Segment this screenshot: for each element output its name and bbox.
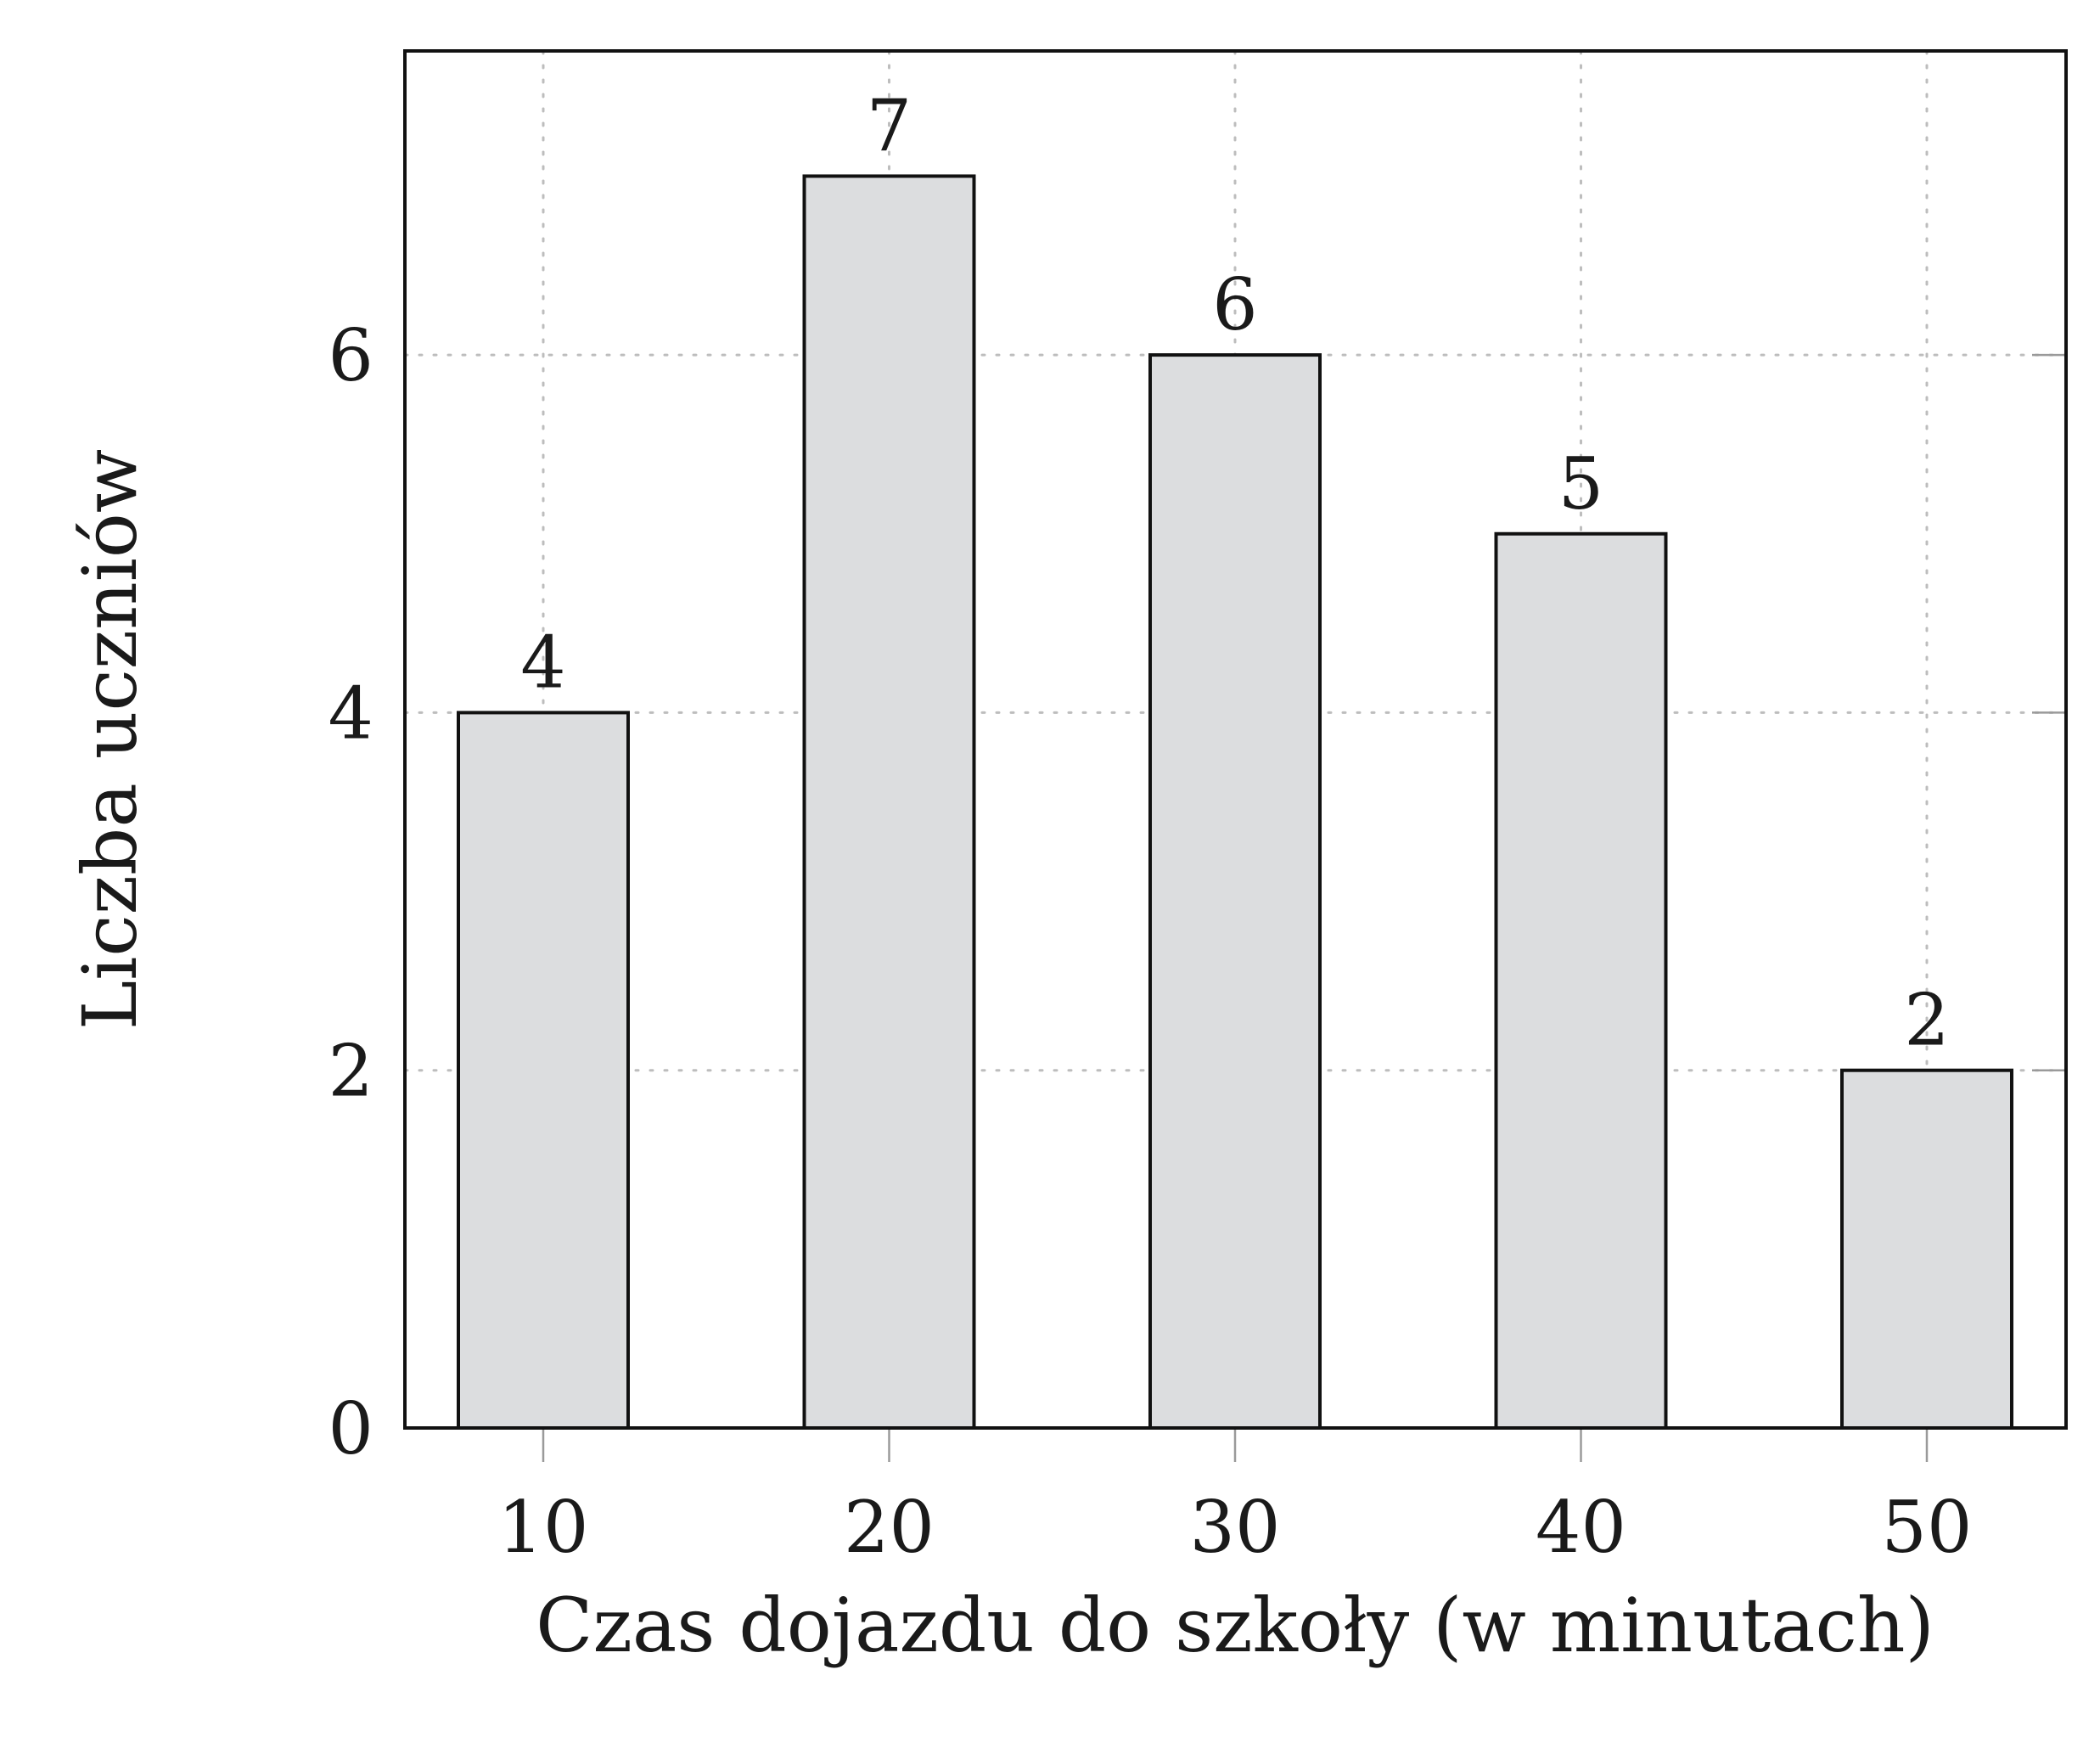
x-tick-label: 50	[1882, 1486, 1973, 1569]
grid-layer	[403, 49, 2068, 1430]
plot-frame	[403, 49, 2068, 1430]
y-tick-label: 4	[328, 672, 373, 755]
bar	[457, 711, 630, 1430]
bar	[1494, 531, 1668, 1430]
bar-value-label: 7	[867, 84, 912, 167]
bar-value-label: 5	[1558, 442, 1603, 526]
y-axis-label: Liczba uczniów	[66, 449, 154, 1030]
bar-value-label: 4	[520, 621, 565, 704]
bar	[1148, 353, 1322, 1430]
y-tick-label: 6	[328, 314, 373, 397]
labels-layer: 10 20 30 40 50 0 2 4 6 4 7 6 5 2	[328, 84, 1973, 1569]
bar	[802, 174, 976, 1430]
x-tick-label: 10	[498, 1486, 589, 1569]
x-tick-label: 30	[1190, 1486, 1281, 1569]
bars-layer	[457, 174, 2013, 1430]
x-tick-label: 40	[1536, 1486, 1626, 1569]
x-axis-label: Czas dojazdu do szkoły (w minutach)	[536, 1582, 1934, 1669]
bar-value-label: 6	[1212, 263, 1257, 346]
y-tick-label: 0	[328, 1387, 373, 1470]
bar	[1840, 1068, 2013, 1430]
bar-value-label: 2	[1904, 979, 1949, 1062]
x-tick-label: 20	[844, 1486, 935, 1569]
y-tick-label: 2	[328, 1030, 373, 1113]
